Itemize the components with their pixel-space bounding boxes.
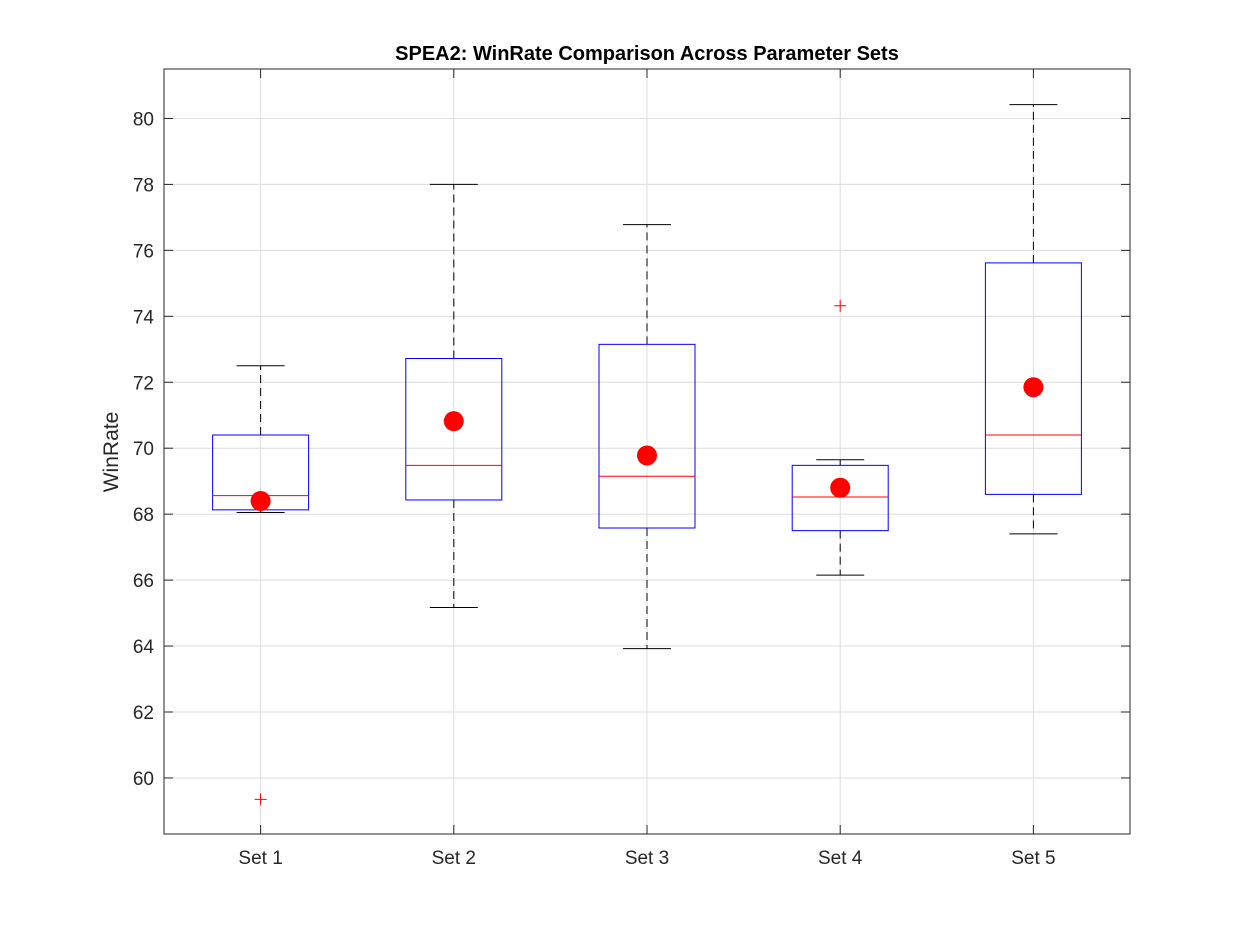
iqr-box bbox=[791, 464, 889, 532]
mean-marker bbox=[1023, 377, 1044, 398]
x-tick-label: Set 2 bbox=[432, 848, 476, 869]
y-tick-label: 74 bbox=[133, 307, 155, 328]
y-axis-ticks: 60 62 64 66 68 70 72 74 76 78 80 bbox=[133, 109, 1130, 790]
outlier-marker bbox=[254, 793, 267, 806]
y-tick-label: 70 bbox=[133, 439, 154, 460]
y-tick-label: 80 bbox=[133, 109, 154, 130]
iqr-box bbox=[405, 358, 503, 501]
y-tick-label: 76 bbox=[133, 241, 154, 262]
y-tick-label: 78 bbox=[133, 175, 154, 196]
box-3 bbox=[598, 224, 696, 650]
y-tick-label: 66 bbox=[133, 571, 154, 592]
iqr-box bbox=[598, 343, 696, 529]
x-tick-label: Set 4 bbox=[818, 848, 863, 869]
boxes bbox=[212, 104, 1082, 806]
means bbox=[250, 377, 1044, 511]
box-5 bbox=[984, 104, 1082, 535]
y-tick-label: 68 bbox=[133, 505, 154, 526]
mean-marker bbox=[443, 411, 464, 432]
mean-marker bbox=[250, 490, 271, 511]
outlier-marker bbox=[834, 299, 847, 312]
x-axis-ticks: Set 1 Set 2 Set 3 Set 4 Set 5 bbox=[238, 69, 1056, 869]
iqr-box bbox=[984, 262, 1082, 495]
y-tick-label: 60 bbox=[133, 769, 154, 790]
x-tick-label: Set 5 bbox=[1011, 848, 1055, 869]
chart-title: SPEA2: WinRate Comparison Across Paramet… bbox=[395, 43, 899, 65]
x-tick-label: Set 1 bbox=[238, 848, 282, 869]
y-axis-label: WinRate bbox=[100, 412, 123, 493]
y-tick-label: 62 bbox=[133, 703, 154, 724]
mean-marker bbox=[830, 477, 851, 498]
mean-marker bbox=[637, 445, 657, 466]
x-tick-label: Set 3 bbox=[625, 848, 669, 869]
y-tick-label: 72 bbox=[133, 373, 154, 394]
box-2 bbox=[405, 183, 503, 608]
y-tick-label: 64 bbox=[133, 637, 155, 658]
